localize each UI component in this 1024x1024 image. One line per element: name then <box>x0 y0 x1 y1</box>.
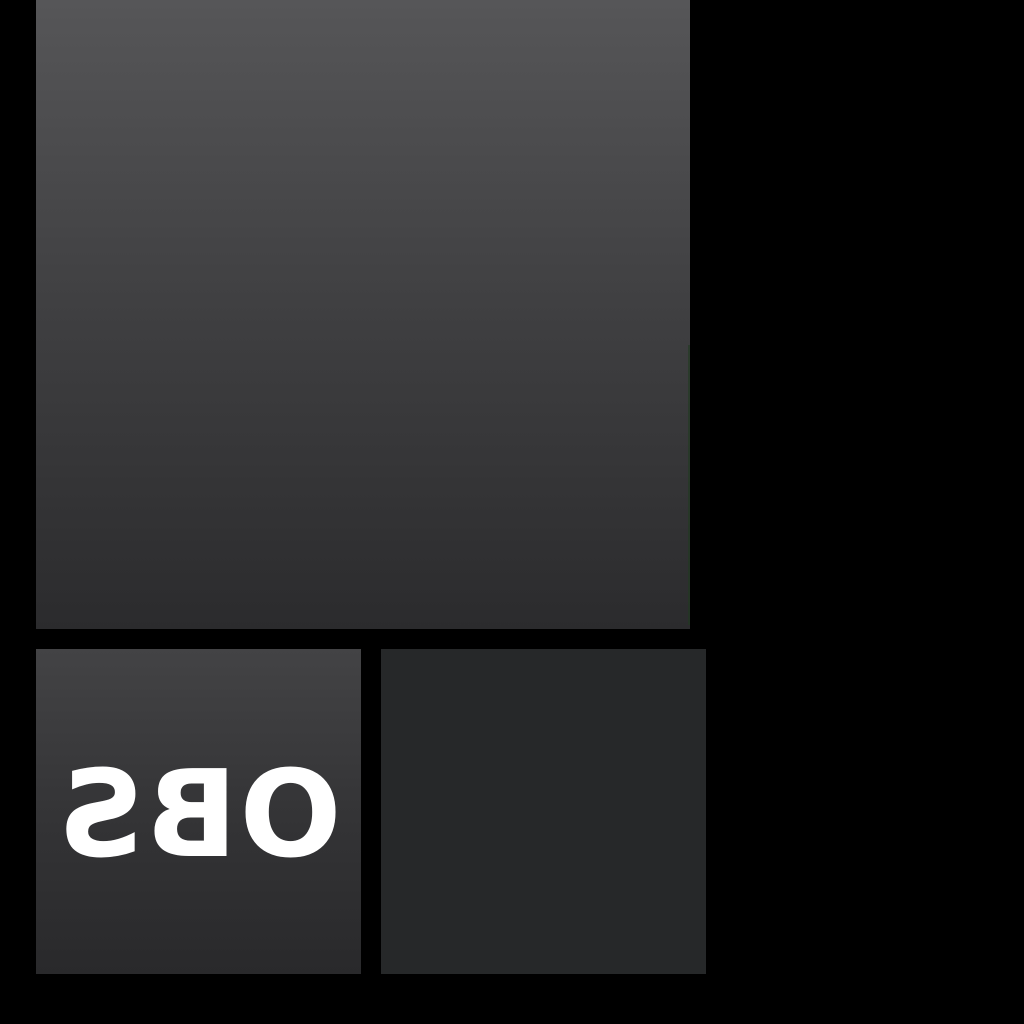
tile-edge-accent <box>688 345 690 625</box>
large-tile <box>36 0 690 629</box>
obs-logo-tile: OBS <box>36 649 361 974</box>
dark-tile <box>381 649 706 974</box>
obs-logo-icon: OBS <box>55 745 342 885</box>
